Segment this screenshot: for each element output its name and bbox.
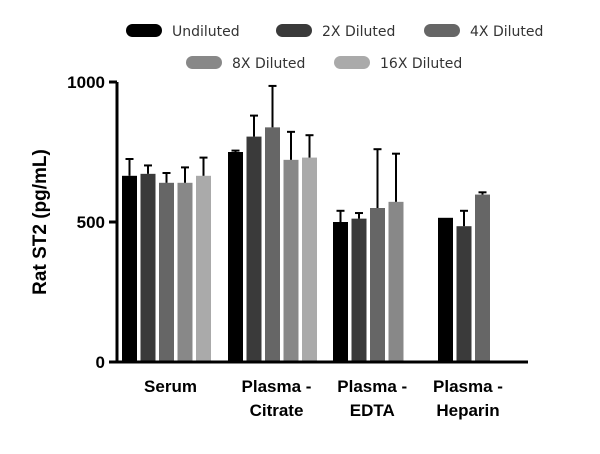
x-tick-label: Plasma -: [433, 377, 503, 396]
bars: [122, 84, 490, 362]
bar: [351, 218, 367, 362]
x-tick-label: Citrate: [250, 401, 304, 420]
bar: [456, 226, 472, 362]
bar: [122, 175, 137, 362]
legend-label: 8X Diluted: [232, 56, 305, 72]
x-tick-label: Heparin: [436, 401, 499, 420]
bar: [370, 208, 385, 362]
bar: [388, 201, 404, 362]
legend-swatch: [424, 24, 460, 37]
x-tick-label: Serum: [144, 377, 197, 396]
legend-swatch: [126, 24, 162, 37]
bar: [302, 157, 317, 362]
bar: [177, 182, 193, 362]
axes: Rat ST2 (pg/mL) 0 500 1000 Serum Plasma - Cit…: [30, 73, 528, 420]
legend: Undiluted 2X Diluted 4X Diluted 8X Diluted 1…: [126, 24, 543, 72]
legend-swatch: [276, 24, 312, 37]
bar: [140, 173, 156, 362]
x-tick-label: Plasma -: [337, 377, 407, 396]
bar: [283, 159, 299, 362]
y-tick-label: 500: [77, 213, 105, 232]
bar: [438, 217, 453, 362]
y-tick-label: 1000: [67, 73, 105, 92]
bar: [265, 127, 280, 362]
bar: [159, 182, 174, 362]
y-tick-label: 0: [96, 353, 105, 372]
bar: [475, 194, 490, 362]
y-axis-label: Rat ST2 (pg/mL): [30, 149, 51, 295]
bar: [228, 152, 243, 362]
bar: [196, 175, 211, 362]
x-tick-label: EDTA: [350, 401, 395, 420]
bar: [333, 222, 348, 362]
bar: [246, 136, 262, 362]
legend-label: 16X Diluted: [380, 56, 462, 72]
legend-label: 4X Diluted: [470, 24, 543, 40]
legend-swatch: [186, 56, 222, 69]
x-tick-label: Plasma -: [242, 377, 312, 396]
legend-swatch: [334, 56, 370, 69]
legend-label: Undiluted: [172, 24, 240, 40]
legend-label: 2X Diluted: [322, 24, 395, 40]
